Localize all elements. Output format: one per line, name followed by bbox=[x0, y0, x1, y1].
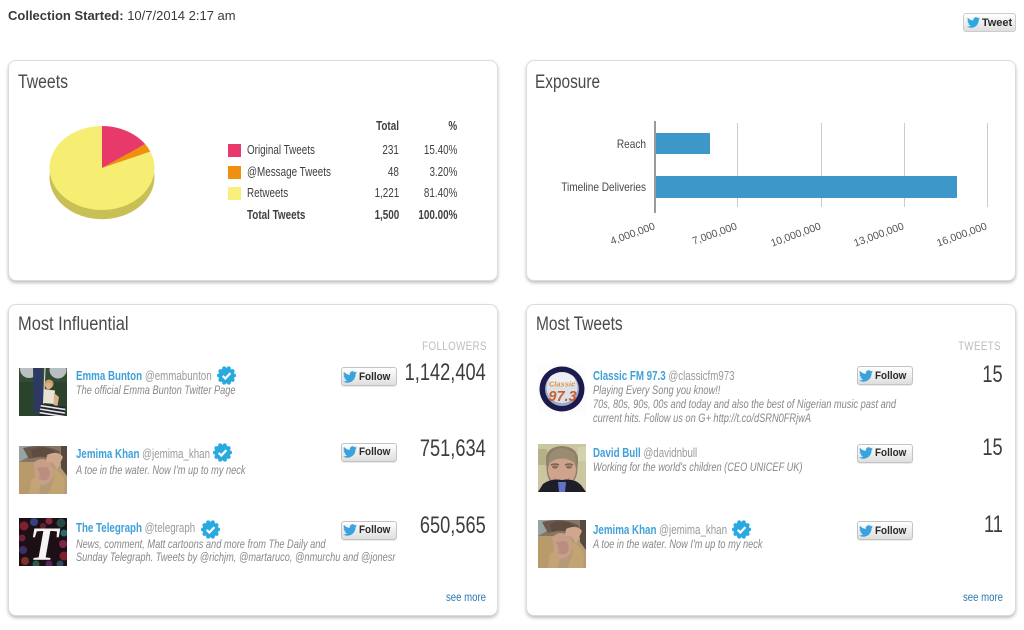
svg-text:T: T bbox=[29, 518, 60, 566]
svg-text:Classic: Classic bbox=[549, 380, 576, 389]
svg-text:97.3: 97.3 bbox=[548, 389, 576, 405]
